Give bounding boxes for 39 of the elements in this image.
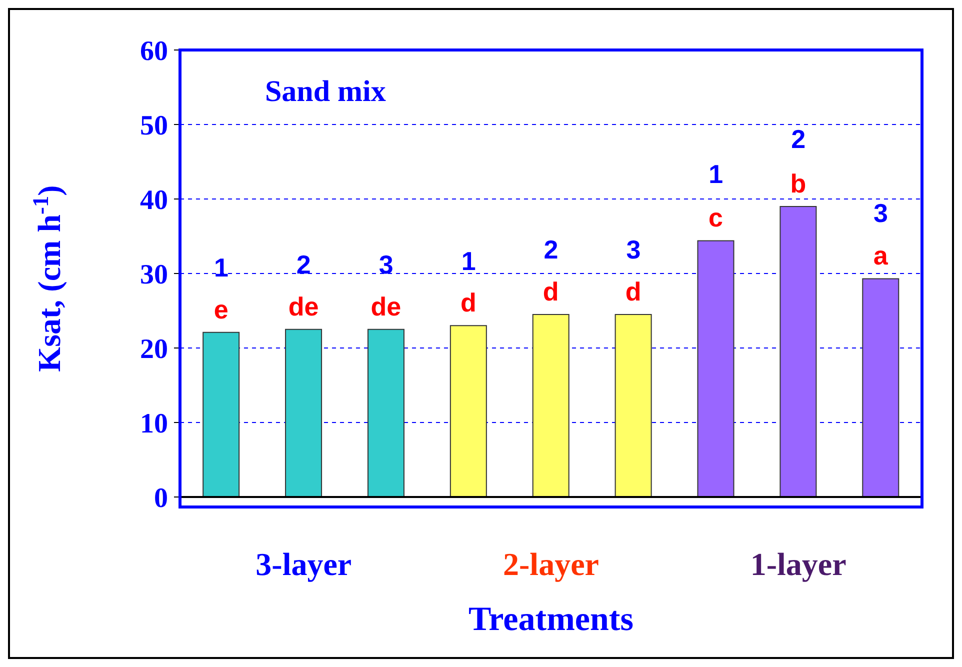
bar <box>367 328 404 497</box>
annotation: 1 <box>708 158 724 189</box>
bar <box>780 206 817 497</box>
annotation: 2 <box>791 124 806 154</box>
annotation: 3 <box>874 198 888 228</box>
data-label: c <box>708 202 723 233</box>
y-tick-label: 0 <box>154 482 168 514</box>
data-label: de <box>288 291 319 322</box>
data-label: d <box>542 276 559 306</box>
annotation: 3 <box>378 250 394 280</box>
y-tick-label: 50 <box>140 110 168 142</box>
bar <box>532 314 570 497</box>
annotation: 1 <box>214 252 228 283</box>
y-tick-label: 30 <box>140 259 168 290</box>
y-tick-label: 40 <box>140 184 168 216</box>
y-tick-label: 10 <box>140 408 168 440</box>
data-label: d <box>460 288 476 318</box>
annotation: 2 <box>544 234 558 264</box>
bar <box>202 332 240 497</box>
annotation: 1 <box>461 246 476 276</box>
text: 2-layer <box>502 546 600 583</box>
y-tick-label: 20 <box>140 334 168 365</box>
annotation: 2 <box>296 250 311 280</box>
data-label: e <box>214 294 228 324</box>
x-axis-title: Treatments <box>468 601 634 639</box>
data-label: d <box>625 276 642 306</box>
bar <box>285 328 322 497</box>
text: 3-layer <box>254 546 353 583</box>
text: 1-layer <box>749 546 848 583</box>
bar <box>697 240 734 497</box>
data-label: a <box>873 240 888 271</box>
bar <box>614 314 652 497</box>
data-label: b <box>790 168 806 198</box>
annotation: Sand mix <box>265 75 386 109</box>
bar <box>450 325 487 497</box>
data-label: de <box>370 291 402 322</box>
y-tick-label: 60 <box>140 36 168 67</box>
bar <box>862 278 900 497</box>
annotation: 3 <box>626 234 641 264</box>
